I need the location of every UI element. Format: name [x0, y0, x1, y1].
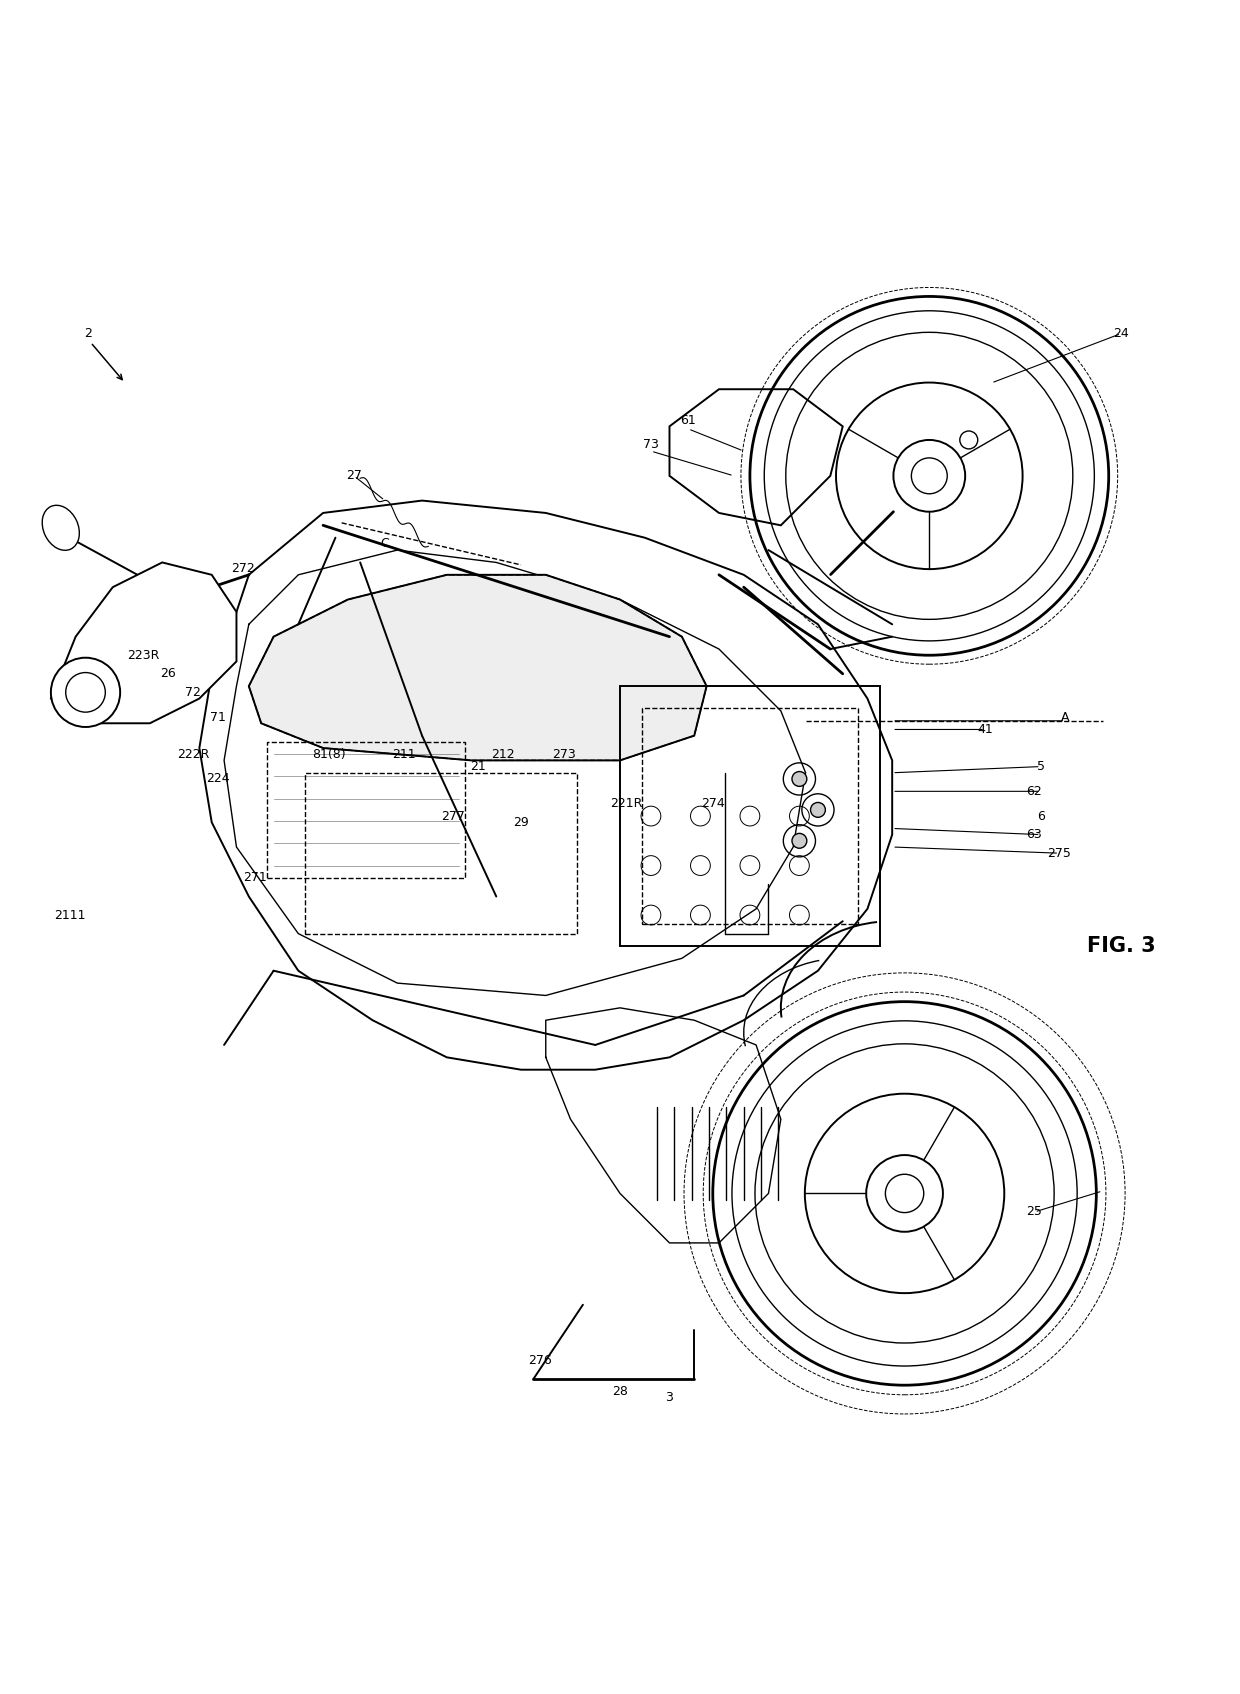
- Text: 221R: 221R: [610, 798, 642, 810]
- Bar: [620, 686, 880, 945]
- Text: 72: 72: [185, 686, 201, 700]
- Text: 2: 2: [84, 327, 92, 340]
- Text: 24: 24: [1114, 327, 1128, 340]
- Text: 223R: 223R: [128, 649, 160, 662]
- Bar: [642, 708, 858, 923]
- Text: 274: 274: [701, 798, 724, 810]
- Text: C: C: [381, 537, 389, 551]
- Text: 29: 29: [513, 817, 529, 828]
- Text: 3: 3: [666, 1391, 673, 1404]
- Text: 273: 273: [553, 747, 577, 761]
- Polygon shape: [51, 562, 237, 723]
- Text: 277: 277: [441, 810, 465, 823]
- Bar: [268, 742, 465, 877]
- Polygon shape: [670, 390, 843, 525]
- Circle shape: [51, 657, 120, 727]
- Text: 6: 6: [1037, 810, 1044, 823]
- Text: 81(8): 81(8): [312, 747, 346, 761]
- Polygon shape: [249, 574, 707, 761]
- Circle shape: [811, 803, 826, 817]
- Circle shape: [792, 771, 807, 786]
- Text: 41: 41: [977, 723, 993, 735]
- Text: 28: 28: [613, 1386, 627, 1398]
- Text: 2111: 2111: [53, 908, 86, 922]
- Text: 212: 212: [491, 747, 515, 761]
- Bar: [305, 772, 577, 933]
- Text: 276: 276: [528, 1354, 552, 1367]
- Text: 271: 271: [243, 871, 267, 884]
- Text: A: A: [1061, 710, 1070, 723]
- Text: 211: 211: [392, 747, 415, 761]
- Text: FIG. 3: FIG. 3: [1086, 937, 1156, 955]
- Ellipse shape: [42, 505, 79, 551]
- Text: 73: 73: [644, 439, 658, 451]
- Text: 25: 25: [1027, 1206, 1043, 1218]
- Text: 26: 26: [160, 667, 176, 681]
- Text: 21: 21: [470, 761, 486, 772]
- Text: 61: 61: [681, 413, 696, 427]
- Text: 63: 63: [1027, 828, 1043, 842]
- Text: 71: 71: [210, 710, 226, 723]
- Text: 275: 275: [1048, 847, 1071, 859]
- Circle shape: [792, 833, 807, 849]
- Text: 62: 62: [1027, 784, 1043, 798]
- Text: 27: 27: [346, 469, 362, 483]
- Text: 5: 5: [1037, 761, 1044, 772]
- Text: 272: 272: [231, 562, 254, 576]
- Text: 224: 224: [206, 772, 229, 786]
- Text: 222R: 222R: [177, 747, 210, 761]
